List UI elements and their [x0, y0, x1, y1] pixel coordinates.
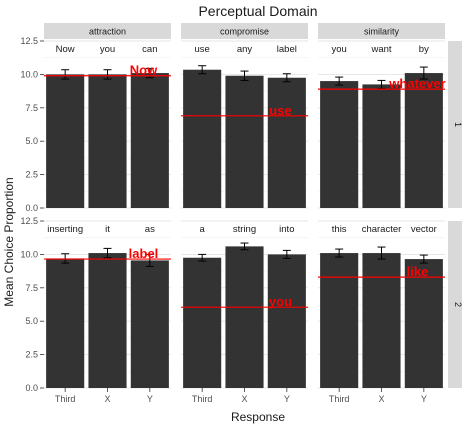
y-tick-label: 12.5 — [20, 216, 38, 226]
column-strip-label-attraction: attraction — [89, 27, 126, 37]
row-strip-label-1: 1 — [453, 122, 463, 127]
y-tick-label: 2.5 — [25, 350, 38, 360]
bar — [130, 73, 169, 209]
x-tick-label: X — [378, 394, 384, 404]
bar-label: Now — [56, 44, 75, 55]
column-strip-attraction — [44, 23, 171, 39]
row-strip-1 — [448, 41, 462, 208]
bar-label: label — [277, 44, 297, 55]
x-tick-label: Y — [284, 394, 290, 404]
y-tick-label: 0.0 — [25, 383, 38, 393]
bar — [404, 73, 443, 209]
bar — [404, 259, 443, 388]
y-tick-label: 5.0 — [25, 136, 38, 146]
bar-label: use — [195, 44, 210, 55]
row-strip-2 — [448, 221, 462, 388]
column-strip-similarity — [318, 23, 445, 39]
bar — [225, 75, 264, 209]
reference-line-label: Now — [130, 63, 158, 78]
bar-label: this — [332, 224, 347, 235]
bar — [88, 253, 127, 388]
x-tick-label: Third — [55, 394, 76, 404]
bar-label: by — [419, 44, 429, 55]
y-tick-label: 10.0 — [20, 69, 38, 79]
bar-label: a — [200, 224, 206, 235]
bar — [320, 81, 359, 208]
bar — [46, 74, 85, 209]
reference-line-label: you — [269, 294, 292, 309]
bar — [320, 253, 359, 388]
x-axis-title: Response — [231, 410, 285, 424]
x-tick-label: Y — [147, 394, 153, 404]
reference-line-label: use — [269, 103, 291, 118]
column-strip-label-similarity: similarity — [364, 27, 399, 37]
bar — [88, 74, 127, 209]
bar-label: any — [237, 44, 253, 55]
bar — [46, 258, 85, 388]
reference-line-label: whatever — [388, 76, 445, 91]
y-tick-label: 10.0 — [20, 249, 38, 259]
y-tick-label: 5.0 — [25, 316, 38, 326]
y-tick-label: 2.5 — [25, 170, 38, 180]
bar-label: inserting — [47, 224, 83, 235]
y-tick-label: 7.5 — [25, 283, 38, 293]
y-axis-title: Mean Choice Proportion — [2, 177, 16, 306]
bar — [362, 253, 401, 388]
bar — [267, 254, 306, 388]
reference-line-label: like — [407, 264, 429, 279]
y-tick-label: 7.5 — [25, 103, 38, 113]
bar-label: as — [145, 224, 155, 235]
bar-label: into — [279, 224, 294, 235]
bar — [362, 84, 401, 208]
bar-label: you — [332, 44, 347, 55]
plot-area: attraction compromise similarity 1 2 0.0 2.5 5.… — [20, 23, 463, 404]
row-strip-label-2: 2 — [453, 302, 463, 307]
bar — [267, 77, 306, 209]
x-tick-label: Third — [192, 394, 213, 404]
bar-label: can — [142, 44, 157, 55]
chart-title: Perceptual Domain — [198, 3, 317, 19]
bar-label: it — [105, 224, 110, 235]
column-strip-compromise — [181, 23, 308, 39]
bar — [183, 257, 222, 388]
x-tick-label: X — [241, 394, 247, 404]
bar-label: want — [370, 44, 391, 55]
bar — [183, 69, 222, 208]
bar-label: string — [233, 224, 256, 235]
y-tick-label: 12.5 — [20, 36, 38, 46]
bar — [225, 246, 264, 388]
x-tick-label: Y — [421, 394, 427, 404]
reference-line-label: label — [129, 246, 159, 261]
x-tick-label: X — [104, 394, 110, 404]
bar-label: character — [362, 224, 402, 235]
y-tick-label: 0.0 — [25, 203, 38, 213]
bar — [130, 260, 169, 388]
x-tick-label: Third — [329, 394, 350, 404]
bar-label: vector — [411, 224, 437, 235]
column-strip-label-compromise: compromise — [220, 27, 269, 37]
bar-label: you — [100, 44, 115, 55]
